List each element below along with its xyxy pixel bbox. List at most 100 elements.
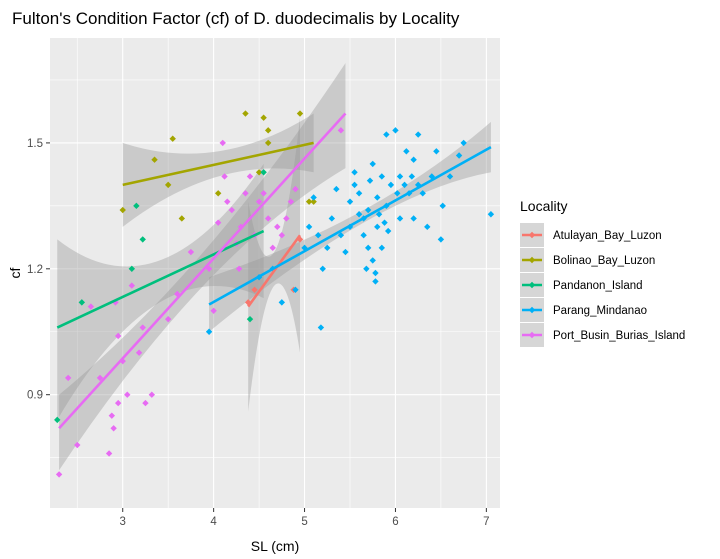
data-point	[246, 315, 254, 323]
data-point	[255, 198, 263, 205]
data-point	[139, 324, 146, 331]
data-point	[346, 198, 354, 205]
data-point	[210, 307, 217, 314]
data-point	[54, 416, 61, 424]
data-point	[242, 190, 249, 197]
data-point	[278, 299, 286, 306]
data-point	[214, 190, 222, 197]
legend-item: Port_Busin_Burias_Island	[520, 323, 685, 347]
data-point	[64, 374, 72, 382]
legend-key-point	[528, 281, 536, 289]
data-point	[78, 299, 86, 306]
data-point	[169, 135, 176, 142]
legend-title: Locality	[520, 198, 567, 214]
data-point	[283, 215, 290, 222]
y-tick-label: 1.5	[27, 138, 43, 150]
y-axis-title: cf	[7, 267, 23, 278]
data-point	[369, 257, 376, 264]
data-point	[384, 227, 392, 235]
data-point	[351, 181, 358, 189]
data-point	[424, 223, 431, 231]
data-point	[287, 198, 295, 205]
data-point	[164, 315, 172, 323]
data-point	[224, 198, 231, 205]
data-point	[55, 471, 63, 478]
data-point	[328, 215, 336, 222]
data-point	[372, 278, 379, 285]
legend-label: Parang_Mindanao	[553, 305, 647, 317]
plot-panel	[50, 38, 500, 508]
data-point	[375, 211, 383, 218]
data-point	[255, 169, 263, 176]
legend-item: Parang_Mindanao	[520, 298, 647, 322]
y-tick-label: 0.9	[27, 390, 43, 402]
data-point	[105, 450, 113, 457]
data-point	[455, 152, 463, 159]
confidence-band	[59, 63, 346, 471]
legend-label: Atulayan_Bay_Luzon	[553, 230, 662, 242]
data-point	[403, 148, 410, 155]
x-tick-label: 4	[210, 516, 217, 528]
data-point	[305, 223, 313, 231]
fit-line	[56, 229, 265, 329]
data-point	[228, 206, 236, 214]
legend-label: Bolinao_Bay_Luzon	[553, 255, 655, 267]
data-point	[74, 441, 81, 449]
data-point	[278, 232, 286, 239]
data-point	[251, 286, 258, 293]
data-point	[119, 206, 126, 214]
data-point	[148, 391, 156, 398]
data-point	[110, 425, 117, 432]
data-point	[355, 211, 363, 218]
data-point	[205, 265, 213, 273]
data-point	[292, 286, 299, 293]
data-point	[142, 399, 149, 407]
confidence-band	[57, 163, 264, 420]
data-point	[433, 148, 440, 155]
data-point	[355, 190, 363, 197]
data-point	[360, 232, 367, 239]
data-point	[133, 202, 140, 210]
data-point	[374, 223, 381, 231]
data-point	[319, 265, 326, 273]
legend-item: Bolinao_Bay_Luzon	[520, 248, 655, 272]
x-tick-label: 7	[483, 516, 489, 528]
data-point	[337, 127, 345, 134]
data-point	[151, 156, 158, 163]
data-point	[369, 160, 376, 168]
data-point	[374, 194, 381, 201]
data-point	[487, 211, 495, 218]
x-tick-label: 6	[392, 516, 398, 528]
data-point	[337, 232, 345, 239]
data-point	[333, 185, 340, 193]
confidence-band	[122, 113, 314, 227]
data-point	[364, 244, 372, 252]
data-point	[296, 110, 304, 117]
data-point	[317, 324, 325, 331]
data-point	[219, 139, 226, 147]
fit-line	[58, 112, 347, 430]
data-point	[392, 127, 399, 134]
confidence-band	[248, 117, 300, 412]
data-point	[437, 236, 445, 243]
data-point	[408, 173, 416, 180]
data-point	[260, 169, 267, 176]
y-axis: 0.9 1.2 1.5	[27, 138, 50, 402]
data-point	[428, 173, 436, 180]
data-point	[264, 215, 272, 222]
data-point	[96, 374, 104, 382]
legend-key-point	[528, 231, 536, 239]
chart-title: Fulton's Condition Factor (cf) of D. duo…	[12, 9, 460, 28]
data-point	[378, 173, 386, 180]
legend-key-point	[528, 306, 536, 314]
data-point	[114, 332, 122, 340]
data-point	[139, 236, 146, 243]
data-point	[394, 190, 401, 197]
data-point	[401, 181, 408, 189]
data-point	[310, 198, 317, 205]
data-point	[364, 206, 372, 214]
data-point	[269, 244, 276, 252]
data-point	[260, 114, 267, 121]
fit-line	[208, 145, 492, 306]
grid-lines	[50, 38, 500, 508]
